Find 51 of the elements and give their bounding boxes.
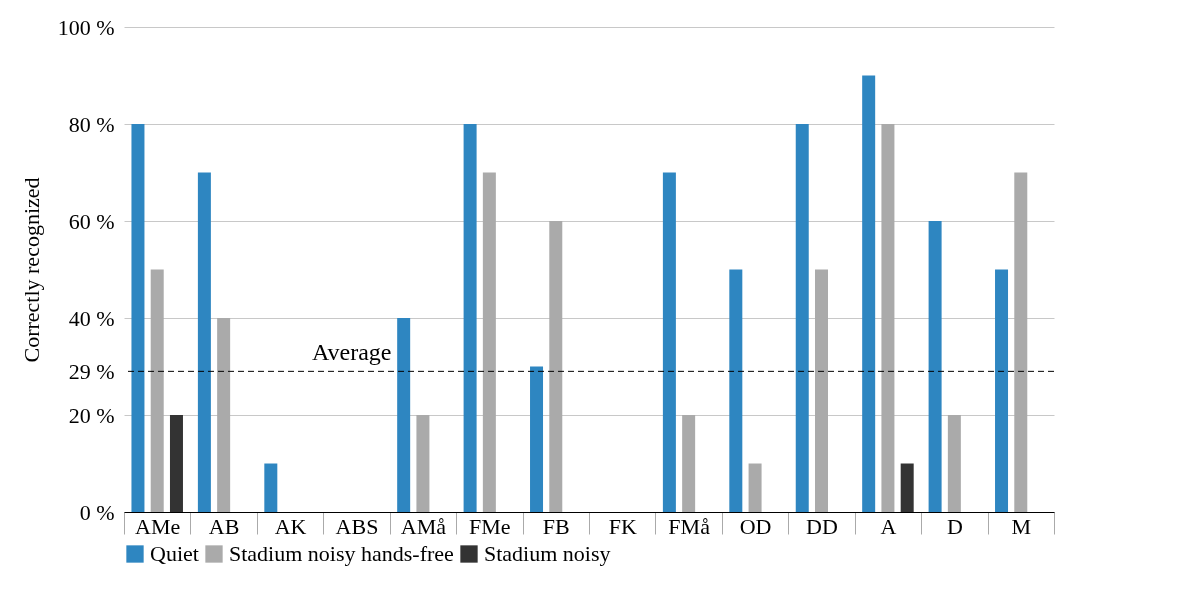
bar xyxy=(947,415,961,512)
x-tick-label: ABS xyxy=(335,513,379,539)
legend-label: Quiet xyxy=(150,541,199,566)
bar xyxy=(928,221,942,512)
x-tick-label: DD xyxy=(806,513,838,539)
bar xyxy=(197,172,211,512)
bar xyxy=(995,269,1009,512)
x-tick-label: A xyxy=(880,513,897,539)
x-tick-label: AMe xyxy=(135,513,181,539)
y-tick-label: 20 % xyxy=(68,402,115,428)
y-axis-title: Correctly recognized xyxy=(18,177,44,363)
bar xyxy=(463,124,477,512)
x-tick-label: FB xyxy=(542,513,570,539)
ref-line-label: Average xyxy=(312,339,392,366)
bar xyxy=(482,172,496,512)
bar xyxy=(662,172,676,512)
bar xyxy=(217,318,231,512)
y-tick-label: 40 % xyxy=(68,305,115,331)
y-tick-label: 60 % xyxy=(68,208,115,234)
bar xyxy=(795,124,809,512)
bar xyxy=(815,269,828,512)
bar xyxy=(416,415,430,512)
x-tick-label: M xyxy=(1011,513,1032,539)
x-tick-label: OD xyxy=(739,513,772,539)
bar xyxy=(748,463,762,512)
bar xyxy=(682,415,696,512)
y-tick-label: 0 % xyxy=(79,499,115,525)
bar xyxy=(862,75,876,512)
bar xyxy=(530,366,544,512)
x-tick-label: FMe xyxy=(469,513,511,539)
bar xyxy=(881,124,895,512)
y-tick-label: 29 % xyxy=(68,358,115,384)
bar xyxy=(131,124,145,512)
bar xyxy=(264,463,278,512)
bar xyxy=(150,269,164,512)
x-tick-label: AMå xyxy=(400,513,447,539)
bar xyxy=(549,221,563,512)
x-tick-label: D xyxy=(946,513,963,539)
x-tick-label: FMå xyxy=(668,513,711,539)
bar xyxy=(1014,172,1028,512)
bar xyxy=(729,269,743,512)
bar xyxy=(169,415,183,512)
bar xyxy=(900,463,914,512)
legend-label: Stadium noisy xyxy=(484,541,611,566)
y-tick-label: 100 % xyxy=(57,14,115,40)
bar xyxy=(397,318,411,512)
y-tick-label: 80 % xyxy=(68,111,115,137)
legend-label: Stadium noisy hands-free xyxy=(229,541,454,566)
x-tick-label: FK xyxy=(608,513,637,539)
x-tick-label: AB xyxy=(208,513,240,539)
x-tick-label: AK xyxy=(274,513,307,539)
